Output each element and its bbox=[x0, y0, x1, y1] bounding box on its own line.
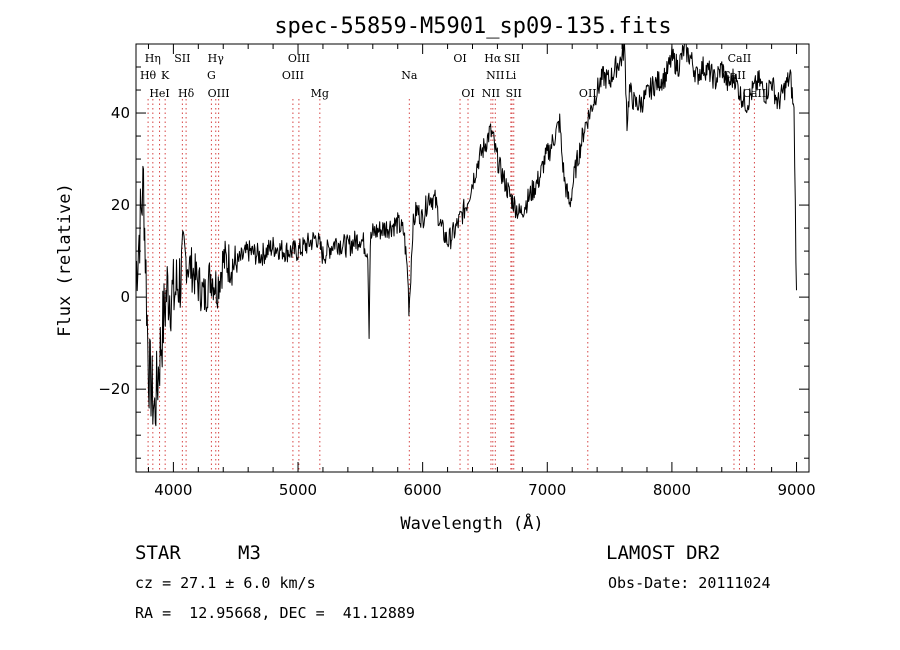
line-marker-label: OII bbox=[579, 87, 597, 100]
line-marker-label: NII bbox=[486, 69, 504, 82]
x-axis-label: Wavelength (Å) bbox=[400, 512, 543, 534]
line-marker-label: CaII bbox=[743, 87, 767, 100]
axis-ticks: 4000 5000 6000 7000 8000 9000 −20 0 20 40 bbox=[98, 43, 816, 499]
survey-name: LAMOST DR2 bbox=[606, 542, 721, 564]
line-marker-label: Hγ bbox=[208, 52, 225, 65]
y-axis-label: Flux (relative) bbox=[55, 183, 75, 337]
spectrum-line bbox=[135, 43, 797, 427]
line-marker-label: HeI bbox=[149, 87, 169, 100]
observation-date: Obs-Date: 20111024 bbox=[608, 574, 771, 592]
line-marker-label: Mg bbox=[311, 87, 329, 100]
line-marker-label: OI bbox=[453, 52, 466, 65]
y-tick-label: 20 bbox=[111, 196, 130, 214]
line-marker-label: Hα bbox=[484, 52, 502, 65]
sky-coordinates: RA = 12.95668, DEC = 41.12889 bbox=[135, 604, 415, 622]
object-class: STAR bbox=[135, 542, 181, 564]
x-tick-label: 4000 bbox=[154, 481, 192, 499]
line-marker-label: OIII bbox=[282, 69, 304, 82]
line-marker-label: CaII bbox=[728, 52, 752, 65]
chart-title: spec-55859-M5901_sp09-135.fits bbox=[274, 14, 671, 39]
line-marker-label: Hδ bbox=[178, 87, 195, 100]
line-marker-label: NII bbox=[482, 87, 500, 100]
x-tick-label: 6000 bbox=[404, 481, 442, 499]
line-marker-label: SII bbox=[174, 52, 190, 65]
line-marker-label: G bbox=[207, 69, 216, 82]
line-marker-label: OIII bbox=[208, 87, 230, 100]
line-marker-label: OIII bbox=[288, 52, 310, 65]
x-tick-label: 7000 bbox=[528, 481, 566, 499]
line-marker-label: Na bbox=[401, 69, 418, 82]
object-subclass: M3 bbox=[238, 542, 261, 564]
x-tick-label: 8000 bbox=[653, 481, 691, 499]
line-marker-label: SII bbox=[506, 87, 522, 100]
line-marker-label: Li bbox=[505, 69, 516, 82]
line-marker-label: Hη bbox=[145, 52, 161, 65]
x-tick-label: 5000 bbox=[279, 481, 317, 499]
line-marker-label: Hθ bbox=[140, 69, 157, 82]
redshift-value: cz = 27.1 ± 6.0 km/s bbox=[135, 574, 316, 592]
y-tick-label: 0 bbox=[120, 288, 130, 306]
line-marker-label: K bbox=[161, 69, 170, 82]
y-tick-label: 40 bbox=[111, 104, 130, 122]
line-marker-label: OI bbox=[461, 87, 474, 100]
x-tick-label: 9000 bbox=[777, 481, 815, 499]
line-marker-label: SII bbox=[504, 52, 520, 65]
y-tick-label: −20 bbox=[98, 380, 130, 398]
